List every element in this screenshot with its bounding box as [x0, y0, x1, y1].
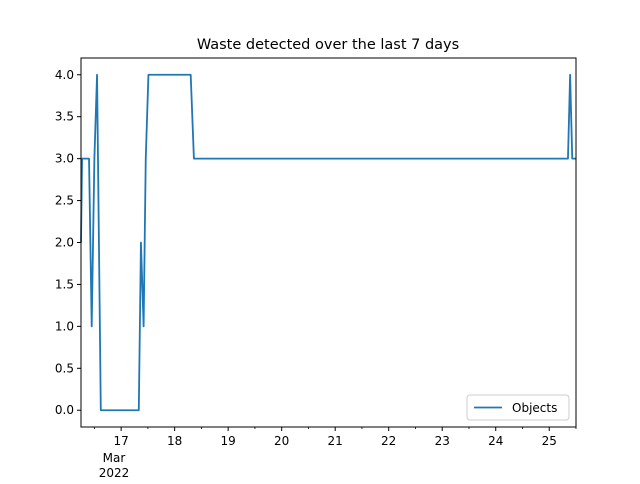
x-tick-label: 23 — [435, 434, 450, 448]
x-tick-label: 19 — [221, 434, 236, 448]
x-tick-label: 21 — [328, 434, 343, 448]
y-tick-label: 4.0 — [55, 68, 74, 82]
y-tick-label: 0.0 — [55, 403, 74, 417]
y-tick-label: 2.0 — [55, 236, 74, 250]
series-line-objects — [80, 73, 576, 412]
x-tick-label: 22 — [381, 434, 396, 448]
x-tick-label: 24 — [488, 434, 503, 448]
y-tick-label: 1.0 — [55, 319, 74, 333]
y-tick-label: 0.5 — [55, 361, 74, 375]
y-tick-label: 3.0 — [55, 152, 74, 166]
x-tick-label: 20 — [274, 434, 289, 448]
chart-title: Waste detected over the last 7 days — [197, 37, 459, 53]
legend: Objects — [466, 394, 570, 421]
y-tick-label: 2.5 — [55, 194, 74, 208]
legend-label: Objects — [512, 401, 557, 415]
x-tick-label: 17 — [113, 434, 128, 448]
x-year-label: 2022 — [99, 466, 130, 480]
y-tick-label: 1.5 — [55, 277, 74, 291]
x-month-label: Mar — [103, 451, 126, 465]
x-tick-label: 18 — [167, 434, 182, 448]
x-tick-label: 25 — [542, 434, 557, 448]
plot-frame — [80, 57, 577, 428]
y-tick-label: 3.5 — [55, 110, 74, 124]
legend-box — [466, 394, 570, 421]
